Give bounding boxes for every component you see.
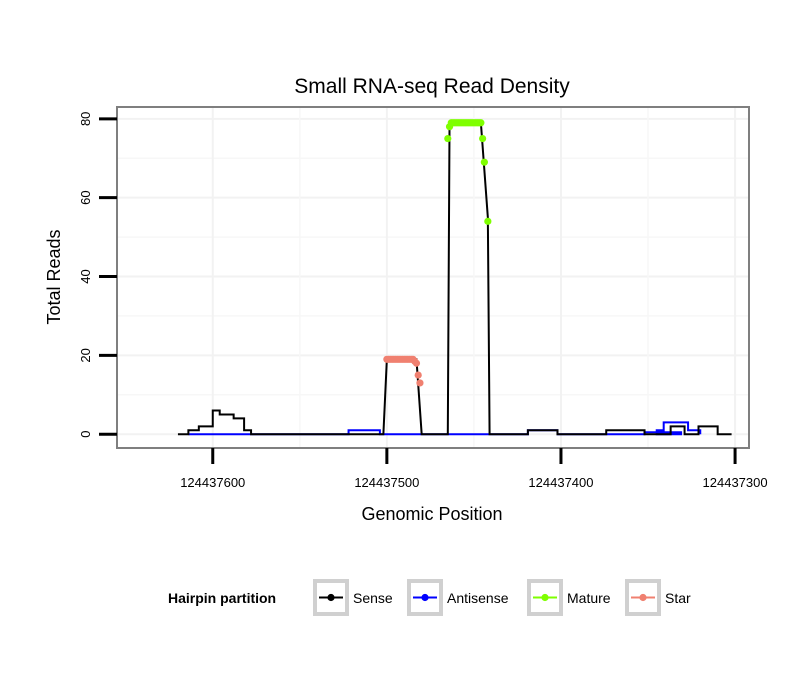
y-tick-label: 20 [78, 348, 93, 362]
axis-layer: 124437600 124437500 124437400 124437300 0 20 4… [78, 112, 768, 490]
data-point-mature [484, 217, 492, 225]
legend: Hairpin partition Sense Antisense Mature St… [168, 579, 691, 616]
legend-entry-mature: Mature [527, 579, 611, 616]
legend-entry-antisense: Antisense [407, 579, 509, 616]
legend-entry-star: Star [625, 579, 691, 616]
legend-title: Hairpin partition [168, 590, 276, 606]
data-point-star [416, 379, 424, 387]
x-tick-label: 124437600 [180, 475, 245, 490]
legend-key-point [421, 593, 429, 602]
y-axis-title: Total Reads [44, 229, 64, 324]
y-tick-label: 60 [78, 190, 93, 204]
legend-key-point [541, 593, 549, 602]
data-point-star [412, 359, 421, 367]
y-tick-label: 40 [78, 269, 93, 283]
x-tick-label: 124437400 [528, 475, 593, 490]
y-tick-label: 80 [78, 112, 93, 126]
y-tick-label: 0 [78, 431, 93, 438]
data-point-mature [479, 134, 487, 143]
legend-label: Antisense [447, 590, 509, 606]
legend-label: Sense [353, 590, 393, 606]
data-point-mature [480, 158, 488, 166]
x-tick-label: 124437300 [703, 475, 768, 490]
x-tick-label: 124437500 [354, 475, 419, 490]
data-point-mature [444, 134, 452, 143]
chart-title: Small RNA-seq Read Density [294, 75, 570, 98]
series-layer [177, 119, 732, 436]
legend-key-point [639, 593, 647, 602]
legend-label: Star [665, 590, 691, 606]
legend-entry-sense: Sense [313, 579, 393, 616]
legend-key-point [327, 593, 335, 602]
data-point-mature [477, 119, 485, 127]
legend-label: Mature [567, 590, 611, 606]
data-point-star [414, 371, 422, 379]
x-axis-title: Genomic Position [361, 504, 502, 524]
